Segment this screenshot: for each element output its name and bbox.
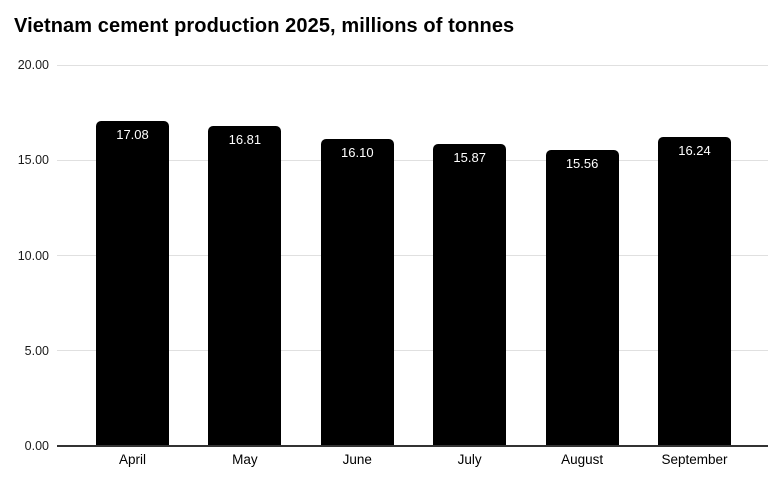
y-axis-tick-label: 20.00 (17, 58, 49, 72)
x-axis-label-july: July (457, 452, 482, 467)
y-axis-tick-label: 0.00 (24, 439, 49, 453)
gridline (57, 255, 768, 256)
x-axis-line (57, 445, 768, 447)
bar-april[interactable]: 17.08 (96, 120, 169, 446)
y-axis-tick-label: 15.00 (17, 153, 49, 168)
plot-area: 17.08 16.81 16.10 15.87 15.56 16.24 (57, 64, 768, 447)
chart-title: Vietnam cement production 2025, millions… (14, 15, 515, 37)
bar-september[interactable]: 16.24 (658, 136, 731, 446)
x-axis-label-june: June (342, 452, 372, 467)
bar-value-label: 16.81 (228, 131, 262, 147)
x-axis-label-september: September (661, 452, 728, 467)
bar-value-label: 16.10 (341, 145, 374, 161)
x-axis-label-may: May (232, 452, 258, 467)
gridline (57, 64, 768, 66)
x-axis-label-august: August (561, 452, 604, 467)
x-axis-label-april: April (118, 452, 146, 467)
y-axis-tick-label: 5.00 (24, 343, 49, 358)
gridline (57, 350, 768, 352)
bar-value-label: 15.56 (565, 155, 599, 171)
bar-may[interactable]: 16.81 (208, 125, 282, 446)
bar-july[interactable]: 15.87 (433, 143, 507, 446)
bar-value-label: 16.24 (678, 142, 711, 158)
gridline (57, 159, 768, 161)
bar-august[interactable]: 15.56 (545, 149, 619, 446)
bar-value-label: 17.08 (116, 126, 149, 142)
y-axis-tick-label: 10.00 (17, 248, 49, 263)
bar-june[interactable]: 16.10 (320, 139, 394, 446)
bar-value-label: 15.87 (453, 149, 486, 165)
